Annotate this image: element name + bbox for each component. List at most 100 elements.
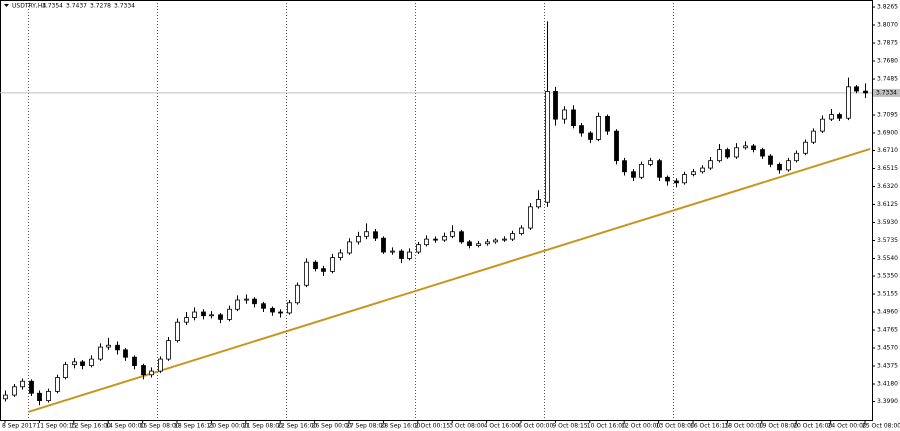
- candle-body: [356, 235, 361, 243]
- collapse-icon[interactable]: [4, 4, 9, 7]
- candle-body: [665, 176, 670, 182]
- candle-body: [459, 231, 464, 243]
- x-tick-label: 24 Oct 00:00: [828, 423, 867, 430]
- candle-body: [80, 361, 85, 366]
- x-tick-label: 22 Sep 16:00: [277, 423, 317, 430]
- header-ohlc-value: 3.7334: [114, 3, 135, 10]
- candle-body: [751, 145, 756, 150]
- candle-body: [72, 361, 77, 366]
- x-tick-label: 2 Oct 00:15: [415, 423, 450, 430]
- candle-body: [596, 115, 601, 140]
- y-tick-label: 3.4960: [877, 309, 898, 316]
- plot-frame: [0, 0, 873, 421]
- x-tick-label: 8 Sep 2017: [2, 423, 36, 430]
- trendline: [27, 147, 871, 413]
- candle-body: [777, 163, 782, 171]
- candle-body: [313, 261, 318, 270]
- x-tick-label: 10 Oct 16:00: [587, 423, 626, 430]
- x-tick-label: 21 Sep 08:00: [243, 423, 283, 430]
- candle-body: [407, 251, 412, 259]
- candle-body: [803, 141, 808, 154]
- y-tick-label: 3.5930: [877, 219, 898, 226]
- y-tick-label: 3.3990: [877, 398, 898, 405]
- candle-body: [846, 86, 851, 119]
- x-tick-label: 26 Sep 00:00: [312, 423, 352, 430]
- y-tick-label: 3.7875: [877, 40, 898, 47]
- candle-body: [209, 314, 214, 317]
- candle-body: [829, 114, 834, 120]
- candle-body: [657, 160, 662, 178]
- candle-body: [295, 284, 300, 304]
- candle-body: [141, 365, 146, 376]
- candle-body: [37, 392, 42, 402]
- candle-body: [46, 390, 51, 402]
- candle-body: [528, 206, 533, 229]
- symbol-title: USDTRY,H4: [12, 3, 46, 10]
- current-price-label: 3.7334: [876, 89, 897, 96]
- candle-body: [270, 307, 275, 313]
- y-tick-label: 3.5350: [877, 273, 898, 280]
- candle-body: [63, 364, 68, 378]
- candle-body: [399, 250, 404, 259]
- candle-body: [166, 340, 171, 360]
- x-tick-label: 14 Sep 00:00: [105, 423, 145, 430]
- candle-body: [794, 152, 799, 162]
- candle-body: [192, 311, 197, 318]
- candle-body: [252, 298, 257, 305]
- y-tick-label: 3.8070: [877, 22, 898, 29]
- candle-body: [106, 344, 111, 348]
- candle-body: [261, 303, 266, 309]
- candle-body: [682, 174, 687, 184]
- candle-body: [364, 231, 369, 237]
- x-tick-label: 13 Oct 08:00: [656, 423, 695, 430]
- y-tick-label: 3.6900: [877, 129, 898, 136]
- candle-body: [467, 241, 472, 246]
- candle-body: [115, 344, 120, 351]
- header-ohlc-value: 3.7278: [90, 3, 111, 10]
- candle-body: [235, 299, 240, 310]
- candle-body: [734, 147, 739, 158]
- candle-body: [725, 149, 730, 158]
- candle-body: [89, 358, 94, 366]
- y-tick-label: 3.5155: [877, 291, 898, 298]
- candle-body: [390, 250, 395, 253]
- candle-body: [132, 356, 137, 366]
- candle-body: [347, 241, 352, 254]
- candle-body: [287, 302, 292, 314]
- y-tick-label: 3.6320: [877, 183, 898, 190]
- candle-body: [536, 199, 541, 208]
- candle-body: [433, 238, 438, 241]
- y-tick-label: 3.7095: [877, 111, 898, 118]
- header-ohlc-value: 3.7437: [66, 3, 87, 10]
- x-tick-label: 16 Oct 16:15: [690, 423, 729, 430]
- candle-body: [373, 231, 378, 239]
- candle-body: [416, 244, 421, 253]
- candle-body: [502, 238, 507, 241]
- y-tick-label: 3.5540: [877, 255, 898, 262]
- x-tick-label: 28 Sep 16:00: [380, 423, 420, 430]
- candle-body: [201, 311, 206, 317]
- candle-body: [760, 149, 765, 157]
- candle-body: [622, 160, 627, 173]
- candle-body: [304, 261, 309, 286]
- candle-body: [175, 321, 180, 342]
- x-tick-label: 18 Sep 16:15: [174, 423, 214, 430]
- candle-body: [717, 149, 722, 162]
- candle-body: [863, 90, 868, 94]
- candle-body: [820, 118, 825, 132]
- candle-body: [708, 160, 713, 169]
- candle-body: [648, 160, 653, 165]
- candle-body: [29, 380, 34, 394]
- candle-body: [321, 268, 326, 272]
- candle-body: [244, 298, 249, 301]
- candle-body: [98, 346, 103, 360]
- current-price-box: [873, 88, 900, 97]
- y-tick-label: 3.4375: [877, 363, 898, 370]
- candle-body: [700, 167, 705, 173]
- candle-body: [614, 130, 619, 162]
- candle-body: [631, 171, 636, 178]
- candle-body: [545, 91, 550, 203]
- y-tick-label: 3.4180: [877, 381, 898, 388]
- y-tick-label: 3.6125: [877, 201, 898, 208]
